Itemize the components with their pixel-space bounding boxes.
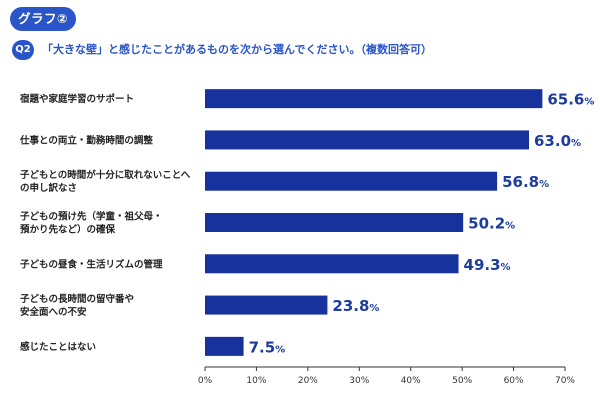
x-tick-label: 70% (555, 376, 575, 386)
category-label: 感じたことはない (20, 341, 96, 353)
category-label: 宿題や家庭学習のサポート (20, 93, 134, 105)
value-number: 56.8 (502, 173, 539, 191)
bar (205, 213, 464, 232)
category-label: 子どもの預け先（学童・祖父母・ (20, 211, 163, 223)
value-number: 7.5 (249, 338, 276, 356)
value-label: 23.8% (332, 297, 379, 315)
value-number: 23.8 (332, 297, 369, 315)
value-label: 63.0% (534, 132, 581, 150)
value-label: 50.2% (468, 215, 515, 233)
bar (205, 295, 328, 315)
category-label: 子どもとの時間が十分に取れないことへ (20, 169, 191, 181)
bar (205, 336, 244, 356)
value-unit: % (501, 262, 511, 273)
question-badge: Q2 (12, 40, 34, 60)
value-number: 63.0 (534, 132, 571, 150)
x-tick-label: 10% (246, 376, 266, 386)
bar (205, 254, 459, 274)
category-label: の申し訳なさ (20, 182, 77, 194)
x-tick-label: 20% (298, 376, 318, 386)
value-number: 50.2 (468, 215, 505, 233)
x-tick-label: 60% (504, 376, 524, 386)
value-unit: % (505, 221, 515, 232)
value-number: 49.3 (464, 256, 501, 274)
category-label: 預かり先など）の確保 (20, 224, 116, 236)
bar (205, 171, 498, 191)
category-label: 仕事との両立・勤務時間の調整 (19, 134, 153, 146)
value-label: 65.6% (547, 91, 594, 109)
value-unit: % (369, 303, 379, 314)
value-unit: % (584, 97, 594, 108)
graph-tag: グラフ② (10, 7, 76, 31)
value-number: 65.6 (547, 91, 584, 109)
value-unit: % (571, 138, 581, 149)
value-label: 56.8% (502, 173, 549, 191)
value-label: 49.3% (464, 256, 511, 274)
x-tick-label: 0% (198, 376, 213, 386)
category-label: 子どもの昼食・生活リズムの管理 (20, 258, 163, 270)
value-label: 7.5% (249, 338, 286, 356)
category-label: 安全面への不安 (20, 306, 87, 318)
bar (205, 89, 543, 109)
value-unit: % (275, 344, 285, 355)
x-tick-label: 30% (349, 376, 369, 386)
value-unit: % (539, 179, 549, 190)
x-tick-label: 50% (452, 376, 472, 386)
bar (205, 130, 529, 150)
x-tick-label: 40% (401, 376, 421, 386)
question-text: 「大きな壁」と感じたことがあるものを次から選んでください。（複数回答可） (42, 43, 432, 56)
category-label: 子どもの長時間の留守番や (20, 293, 134, 305)
